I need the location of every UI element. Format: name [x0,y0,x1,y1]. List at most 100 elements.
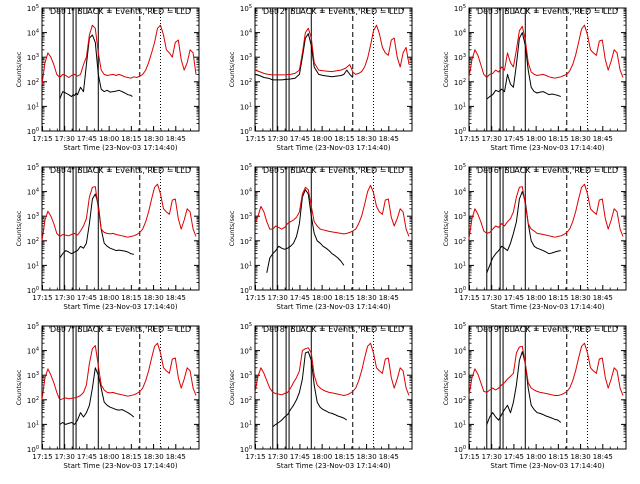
y-tick-exponent: 1 [36,261,39,267]
y-tick-label: 100 [454,445,466,454]
y-tick-exponent: 2 [249,78,252,84]
x-tick-label: 18:00 [312,453,332,461]
y-tick-exponent: 3 [463,53,466,59]
y-tick-label: 100 [454,286,466,295]
x-tick-label: 18:15 [121,453,141,461]
y-tick-mantissa: 10 [240,348,249,356]
y-tick-mantissa: 10 [454,79,463,87]
y-tick-mantissa: 10 [27,348,36,356]
x-axis-label: Start Time (23-Nov-03 17:14:40) [276,462,390,470]
y-tick-exponent: 0 [463,127,466,133]
y-tick-exponent: 4 [249,188,252,194]
y-tick-label: 104 [240,188,252,197]
y-tick-exponent: 0 [36,127,39,133]
x-tick-label: 17:45 [504,453,524,461]
y-tick-mantissa: 10 [240,5,249,13]
lld-series-line [41,24,197,85]
x-tick-label: 18:15 [548,294,568,302]
plot-frame [468,7,627,132]
y-tick-mantissa: 10 [454,213,463,221]
y-tick-mantissa: 10 [27,238,36,246]
y-tick-exponent: 5 [36,4,39,10]
y-tick-exponent: 2 [463,78,466,84]
x-axis-label: Start Time (23-Nov-03 17:14:40) [276,144,390,152]
lld-series-line [41,342,197,401]
y-tick-mantissa: 10 [240,189,249,197]
y-tick-mantissa: 10 [240,372,249,380]
plot-frame [41,325,200,450]
x-tick-label: 18:45 [379,453,399,461]
y-tick-mantissa: 10 [27,79,36,87]
y-tick-exponent: 2 [463,396,466,402]
x-tick-label: 18:30 [143,294,163,302]
x-tick-label: 18:15 [334,453,354,461]
y-tick-label: 105 [240,322,252,331]
events-series-line [59,367,135,425]
y-tick-label: 103 [454,371,466,380]
y-tick-exponent: 2 [36,396,39,402]
y-tick-mantissa: 10 [240,54,249,62]
x-tick-label: 18:30 [143,135,163,143]
y-tick-label: 103 [240,371,252,380]
panel-title: Det 4f BLACK = Events, RED = LLD [50,166,191,175]
events-series-line [59,193,134,259]
y-axis-label: Counts/sec [442,210,450,246]
x-tick-label: 18:45 [166,135,186,143]
y-tick-mantissa: 10 [240,323,249,331]
x-tick-label: 18:00 [99,294,119,302]
y-tick-label: 104 [27,29,39,38]
x-tick-label: 17:15 [459,294,479,302]
x-tick-label: 18:45 [593,453,613,461]
x-tick-label: 17:15 [459,135,479,143]
events-series-line [254,33,354,81]
x-tick-label: 17:30 [268,294,288,302]
y-tick-mantissa: 10 [454,348,463,356]
y-tick-mantissa: 10 [27,262,36,270]
x-tick-label: 17:30 [482,453,502,461]
y-tick-mantissa: 10 [240,421,249,429]
y-tick-mantissa: 10 [27,287,36,295]
y-tick-exponent: 4 [36,29,39,35]
y-tick-label: 101 [27,261,39,270]
x-tick-label: 17:15 [245,453,265,461]
y-tick-label: 101 [454,261,466,270]
y-tick-label: 100 [27,445,39,454]
y-axis-label: Counts/sec [442,51,450,87]
y-tick-label: 100 [454,127,466,136]
y-tick-exponent: 5 [36,322,39,328]
y-tick-exponent: 3 [249,53,252,59]
panel-title: Det 9f BLACK = Events, RED = LLD [477,325,618,334]
lld-series-line [254,184,410,237]
x-axis-label: Start Time (23-Nov-03 17:14:40) [63,144,177,152]
y-tick-exponent: 4 [249,29,252,35]
y-tick-label: 103 [27,53,39,62]
x-tick-label: 17:45 [504,294,524,302]
y-tick-label: 100 [27,286,39,295]
y-tick-mantissa: 10 [454,54,463,62]
y-tick-exponent: 0 [249,445,252,451]
y-tick-exponent: 5 [463,322,466,328]
y-tick-label: 102 [27,396,39,405]
y-tick-mantissa: 10 [454,446,463,454]
y-tick-exponent: 1 [463,420,466,426]
x-tick-label: 18:00 [312,294,332,302]
detector-panel: Det 7f BLACK = Events, RED = LLD10010110… [15,322,200,470]
y-tick-mantissa: 10 [240,446,249,454]
x-tick-label: 18:45 [166,453,186,461]
panel-title: Det 1f BLACK = Events, RED = LLD [50,7,191,16]
x-tick-label: 18:15 [334,294,354,302]
y-tick-exponent: 5 [249,163,252,169]
y-tick-label: 105 [240,4,252,13]
y-tick-label: 102 [240,78,252,87]
y-tick-label: 102 [240,396,252,405]
y-tick-exponent: 2 [36,78,39,84]
y-tick-mantissa: 10 [454,164,463,172]
x-tick-label: 18:30 [570,453,590,461]
y-tick-mantissa: 10 [240,287,249,295]
y-tick-label: 104 [240,29,252,38]
y-tick-label: 103 [27,212,39,221]
y-tick-label: 101 [240,261,252,270]
detector-panel: Det 3f BLACK = Events, RED = LLD10010110… [442,4,627,152]
y-axis-label: Counts/sec [228,51,236,87]
